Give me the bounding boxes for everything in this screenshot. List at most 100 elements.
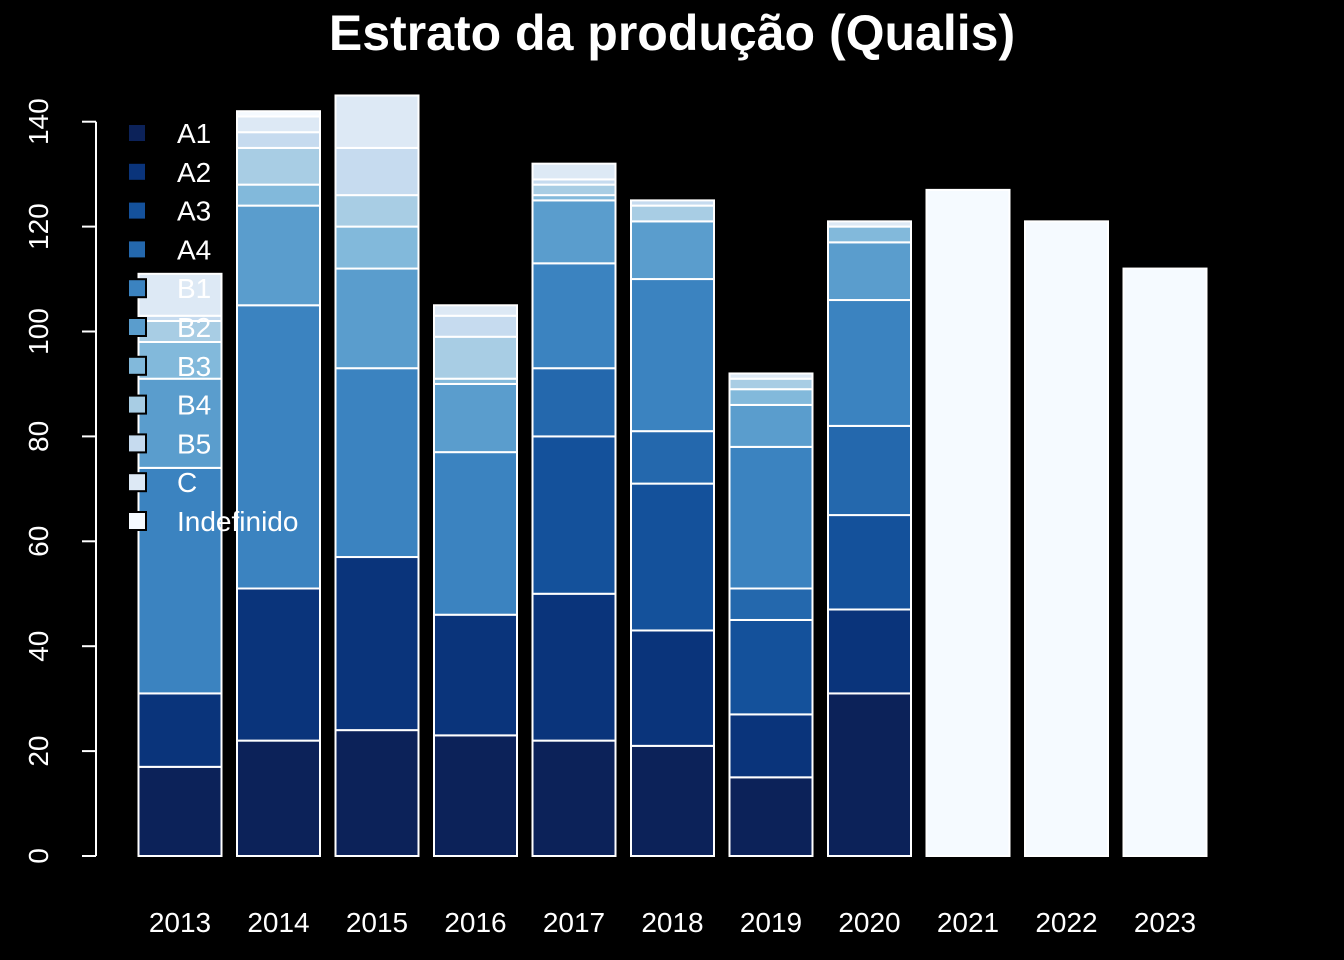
bars-group <box>137 94 1208 858</box>
legend-swatch <box>127 355 147 376</box>
x-tick-label: 2013 <box>149 907 211 938</box>
x-tick-label: 2023 <box>1134 907 1196 938</box>
bar-segment-a1-2019 <box>728 776 814 858</box>
bar-segment-a2-2019 <box>728 713 814 779</box>
bar-segment-b4-2015 <box>334 194 420 228</box>
legend-label: B3 <box>177 351 211 382</box>
bar-segment-b3-2014 <box>236 183 321 207</box>
legend-label: A1 <box>177 118 211 149</box>
bar-segment-b4-2014 <box>236 146 321 186</box>
bar-segment-b5-2016 <box>433 314 518 338</box>
bar-segment-b5-2014 <box>236 131 321 149</box>
legend-item-indefinido: Indefinido <box>127 506 298 537</box>
bar-segment-a3-2019 <box>728 618 814 716</box>
legend-swatch <box>127 239 147 260</box>
bar-segment-b1-2017 <box>531 262 617 370</box>
legend: A1 A2 A3 A4 B1 B2 B3 B4 B5 C Indefinido <box>127 118 298 537</box>
bar-stack-2017 <box>531 162 617 857</box>
bar-segment-c-2016 <box>433 304 518 317</box>
legend-swatch <box>127 433 147 454</box>
legend-swatch <box>127 511 147 531</box>
bar-segment-b2-2020 <box>827 241 912 302</box>
bar-segment-a2-2014 <box>236 587 321 742</box>
legend-label: C <box>177 467 197 498</box>
bar-segment-b3-2013 <box>137 340 223 380</box>
x-axis-labels: 2013 2014 2015 2016 2017 2018 2019 2020 2021 2022… <box>149 907 1196 938</box>
legend-swatch <box>127 278 147 299</box>
bar-segment-b5-2018 <box>630 199 715 207</box>
bar-segment-b4-2017 <box>531 183 617 197</box>
x-tick-label: 2017 <box>543 907 605 938</box>
legend-label: Indefinido <box>177 506 298 537</box>
legend-item-b5: B5 <box>127 428 211 459</box>
legend-label: A2 <box>177 157 211 188</box>
bar-segment-b1-2015 <box>334 367 420 559</box>
x-tick-label: 2021 <box>937 907 999 938</box>
bar-stack-2019 <box>728 372 814 858</box>
x-tick-label: 2018 <box>641 907 703 938</box>
y-tick-label: 120 <box>23 203 54 250</box>
bar-segment-b2-2018 <box>630 220 715 281</box>
x-tick-label: 2019 <box>740 907 802 938</box>
y-axis: 0 20 40 60 80 100 120 140 <box>23 98 97 864</box>
bar-segment-a4-2019 <box>728 587 814 621</box>
bar-segment-b4-2016 <box>433 335 518 380</box>
legend-swatch <box>127 394 147 415</box>
x-tick-label: 2022 <box>1035 907 1097 938</box>
legend-item-b2: B2 <box>127 312 211 343</box>
bar-segment-b4-2019 <box>728 377 814 391</box>
bar-segment-b1-2016 <box>433 451 518 616</box>
bar-segment-indefinido-2014 <box>236 110 321 118</box>
bar-segment-b3-2019 <box>728 388 814 406</box>
bar-segment-c-2017 <box>531 162 617 181</box>
bar-segment-b1-2019 <box>728 445 814 590</box>
bar-segment-b3-2020 <box>827 225 912 244</box>
y-tick-label: 100 <box>23 308 54 355</box>
bar-segment-a1-2017 <box>531 739 617 857</box>
bar-segment-a2-2013 <box>137 692 223 768</box>
bar-segment-a4-2017 <box>531 367 617 438</box>
legend-item-a3: A3 <box>127 196 211 227</box>
y-tick-label: 60 <box>23 526 54 557</box>
legend-swatch <box>127 472 147 493</box>
legend-swatch <box>127 123 147 143</box>
legend-item-b4: B4 <box>127 390 211 421</box>
bar-segment-c-2020 <box>827 220 912 228</box>
bar-segment-a2-2017 <box>531 592 617 742</box>
x-tick-label: 2016 <box>444 907 506 938</box>
bar-segment-a2-2015 <box>334 556 420 732</box>
bar-segment-b2-2019 <box>728 403 814 448</box>
bar-segment-a1-2013 <box>137 765 223 858</box>
bar-segment-a3-2020 <box>827 514 912 611</box>
bar-segment-a1-2020 <box>827 692 912 858</box>
legend-item-a1: A1 <box>127 118 211 149</box>
bar-segment-b2-2015 <box>334 267 420 370</box>
legend-swatch <box>127 161 147 182</box>
bar-stack-2014 <box>236 110 321 857</box>
legend-swatch <box>127 317 147 337</box>
bar-segment-a1-2018 <box>630 744 715 857</box>
y-tick-label: 40 <box>23 631 54 662</box>
bar-segment-a4-2018 <box>630 430 715 485</box>
legend-label: B2 <box>177 312 211 343</box>
bar-segment-indefinido-2022 <box>1024 220 1109 858</box>
bar-segment-b2-2017 <box>531 199 617 265</box>
legend-item-b1: B1 <box>127 273 211 304</box>
legend-label: B4 <box>177 390 211 421</box>
bar-segment-b1-2018 <box>630 278 715 433</box>
y-tick-label: 20 <box>23 736 54 767</box>
x-tick-label: 2015 <box>346 907 408 938</box>
bar-stack-2015 <box>334 94 420 857</box>
bar-segment-a2-2018 <box>630 629 715 747</box>
x-tick-label: 2014 <box>247 907 309 938</box>
bar-segment-a4-2020 <box>827 424 912 517</box>
legend-item-a2: A2 <box>127 157 211 188</box>
bar-segment-b1-2013 <box>137 466 223 695</box>
bar-segment-b2-2016 <box>433 382 518 454</box>
bar-segment-b1-2014 <box>236 304 321 590</box>
legend-item-b3: B3 <box>127 351 211 382</box>
bar-segment-b5-2015 <box>334 146 420 197</box>
bar-segment-b2-2013 <box>137 377 223 469</box>
y-tick-label: 140 <box>23 98 54 145</box>
bar-segment-a1-2015 <box>334 729 420 857</box>
